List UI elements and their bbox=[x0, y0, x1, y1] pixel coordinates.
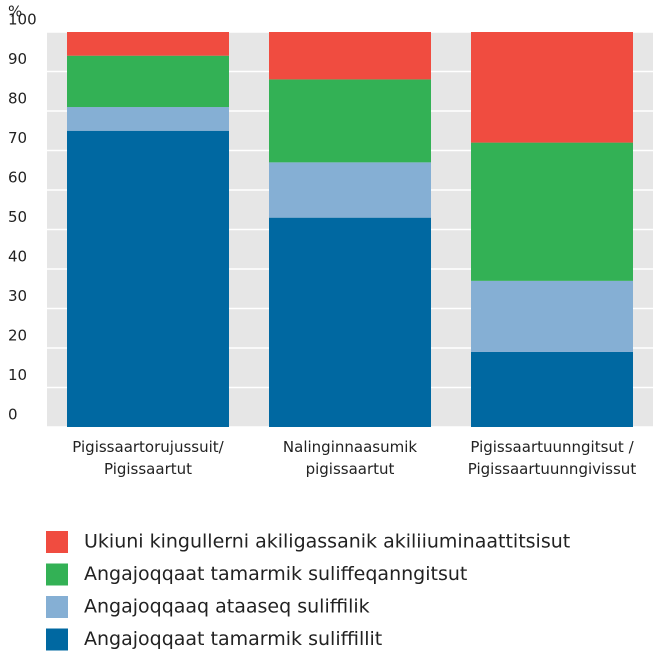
bar-segment bbox=[269, 32, 431, 80]
bar-segment bbox=[67, 32, 229, 56]
legend-swatch bbox=[46, 596, 68, 618]
y-tick-label: 30 bbox=[8, 287, 27, 305]
bar-segment bbox=[269, 217, 431, 427]
legend-swatch bbox=[46, 563, 68, 586]
legend-label: Angajoqqaat tamarmik suliffillit bbox=[84, 628, 382, 650]
y-tick-label: 90 bbox=[8, 50, 27, 68]
y-tick-label: 50 bbox=[8, 208, 27, 226]
y-tick-label: 10 bbox=[8, 366, 27, 384]
x-tick-label: Pigissaartorujussuit/Pigissaartut bbox=[72, 438, 224, 478]
bar-segment bbox=[67, 55, 229, 108]
bar-segment bbox=[269, 162, 431, 218]
y-axis-label: % bbox=[8, 3, 22, 21]
y-tick-label: 40 bbox=[8, 248, 27, 266]
y-tick-label: 70 bbox=[8, 129, 27, 147]
bar-segment bbox=[471, 142, 633, 281]
y-tick-label: 0 bbox=[8, 406, 18, 424]
bar-segment bbox=[269, 79, 431, 163]
y-tick-label: 100 bbox=[8, 11, 37, 29]
bar-segment bbox=[471, 32, 633, 143]
bar-segment bbox=[471, 280, 633, 352]
legend-label: Angajoqqaaq ataaseq suliffilik bbox=[84, 596, 370, 618]
y-tick-label: 80 bbox=[8, 90, 27, 108]
bar-segment bbox=[67, 130, 229, 427]
bar-segment bbox=[471, 351, 633, 427]
legend-label: Angajoqqaat tamarmik suliffeqanngitsut bbox=[84, 563, 467, 585]
x-tick-label: Nalinginnaasumik pigissaartut bbox=[283, 438, 417, 478]
y-tick-label: 60 bbox=[8, 169, 27, 187]
legend-swatch bbox=[46, 531, 68, 553]
x-tick-label: Pigissaartuunngitsut / Pigissaartuunngivi… bbox=[468, 438, 637, 478]
legend-label: Ukiuni kingullerni akiligassanik akiliiu… bbox=[84, 531, 570, 553]
legend-swatch bbox=[46, 628, 68, 651]
y-tick-label: 20 bbox=[8, 327, 27, 345]
bar-segment bbox=[67, 107, 229, 131]
